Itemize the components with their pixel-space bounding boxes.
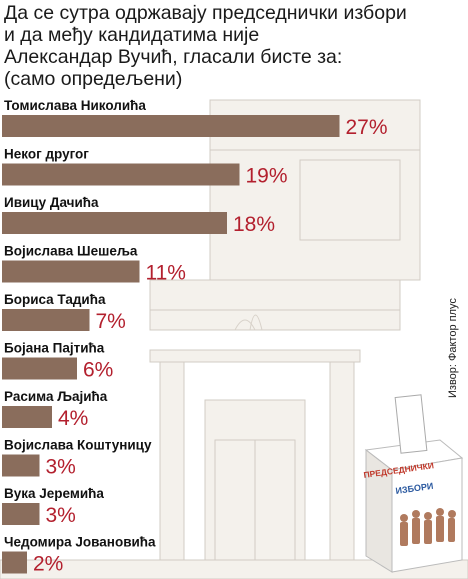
bar [2,309,90,331]
bar [2,551,27,574]
value-label: 11% [146,262,186,285]
bar [2,260,140,283]
bar [2,212,227,234]
value-label: 19% [246,165,288,188]
category-label: Бориса Тадића [4,292,106,307]
title-line-1: Да се сутра одржавају председнички избор… [4,2,407,24]
category-label: Вука Јеремића [4,486,104,501]
value-label: 4% [58,407,88,430]
bar [2,163,240,186]
value-label: 27% [346,116,388,139]
bar [2,503,40,525]
category-label: Ивицу Дачића [4,195,99,210]
category-label: Расима Љајића [4,389,108,404]
category-label: Војислава Коштуницу [4,438,152,453]
source-note: Извор: Фактор плус [447,298,459,398]
title-line-4: (само опредељени) [4,68,183,90]
value-label: 6% [83,359,113,382]
bar [2,406,52,428]
chart-title: Да се сутра одржавају председнички избор… [4,2,459,90]
category-label: Томислава Николића [4,98,146,113]
category-label: Чедомира Јовановића [4,535,156,550]
value-label: 7% [96,310,126,333]
bar [2,115,340,137]
title-line-3: Александар Вучић, гласали бисте за: [4,46,343,68]
title-line-2: и да међу кандидатима није [4,24,260,46]
category-label: Неког другог [4,147,89,162]
category-label: Војислава Шешеља [4,244,138,259]
value-label: 3% [46,504,76,527]
bar [2,357,77,380]
bar [2,454,40,477]
value-label: 3% [46,456,76,479]
value-label: 18% [233,213,275,236]
category-label: Бојана Пајтића [4,341,105,356]
value-label: 2% [33,553,63,576]
